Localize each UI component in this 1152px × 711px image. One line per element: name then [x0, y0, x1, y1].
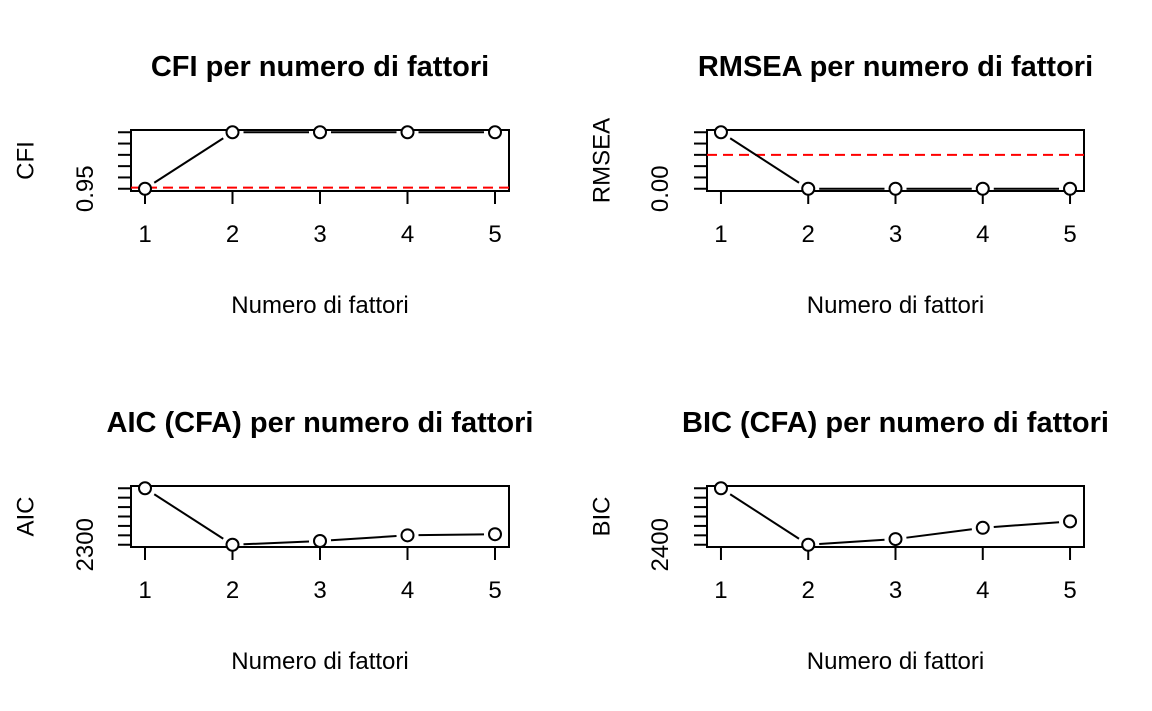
- x-axis-label: Numero di fattori: [807, 648, 984, 675]
- panel-cfi: CFI per numero di fattori Numero di fatt…: [12, 51, 510, 319]
- series-segment: [418, 533, 485, 537]
- data-point: [1063, 514, 1078, 529]
- y-axis-label: CFI: [12, 141, 39, 180]
- x-tick-label: 5: [1063, 577, 1076, 604]
- series-segment: [243, 540, 310, 546]
- x-axis-label: Numero di fattori: [231, 648, 408, 675]
- x-tick-label: 4: [976, 221, 989, 248]
- x-tick-label: 3: [313, 577, 326, 604]
- x-tick-label: 2: [802, 221, 815, 248]
- x-tick-label: 4: [976, 577, 989, 604]
- panel-aic: AIC (CFA) per numero di fattori Numero d…: [12, 407, 533, 675]
- series-segment: [729, 493, 800, 540]
- data-point: [713, 481, 728, 496]
- x-tick-label: 2: [226, 577, 239, 604]
- x-tick-label: 5: [488, 577, 501, 604]
- x-tick-label: 4: [401, 577, 414, 604]
- data-point: [225, 537, 240, 552]
- data-point: [801, 537, 816, 552]
- data-point: [313, 125, 327, 140]
- x-tick-label: 1: [714, 221, 727, 248]
- panel-title: BIC (CFA) per numero di fattori: [682, 407, 1109, 439]
- x-tick-label: 1: [138, 577, 151, 604]
- x-tick-label: 2: [802, 577, 815, 604]
- data-point: [138, 481, 152, 496]
- x-axis-label: Numero di fattori: [231, 292, 408, 319]
- x-tick-label: 5: [1063, 221, 1076, 248]
- y-axis-label: AIC: [12, 496, 39, 536]
- data-point: [975, 181, 990, 196]
- panel-title: RMSEA per numero di fattori: [698, 51, 1093, 83]
- x-tick-label: 1: [138, 221, 151, 248]
- data-point: [1063, 181, 1078, 196]
- y-tick-label: 2400: [647, 518, 674, 571]
- data-point: [225, 125, 240, 140]
- panel-title: AIC (CFA) per numero di fattori: [107, 407, 534, 439]
- y-tick-label: 2300: [72, 518, 99, 571]
- data-point: [888, 532, 903, 547]
- x-axis-label: Numero di fattori: [807, 292, 984, 319]
- x-tick-label: 3: [889, 577, 902, 604]
- data-point: [138, 181, 152, 196]
- data-point: [400, 528, 415, 543]
- data-point: [313, 533, 327, 548]
- x-tick-label: 4: [401, 221, 414, 248]
- data-point: [888, 181, 903, 196]
- y-tick-label: 0.00: [647, 165, 674, 212]
- panel-bic: BIC (CFA) per numero di fattori Numero d…: [588, 407, 1109, 675]
- series-segment: [153, 493, 224, 540]
- data-point: [488, 527, 502, 542]
- series-segment: [153, 137, 224, 184]
- series-segment: [993, 521, 1060, 528]
- series-segment: [819, 538, 885, 546]
- panel-title: CFI per numero di fattori: [151, 51, 489, 83]
- data-point: [801, 181, 816, 196]
- x-tick-label: 3: [313, 221, 326, 248]
- series-segment: [729, 137, 800, 184]
- data-point: [488, 125, 502, 140]
- series-segment: [330, 535, 397, 542]
- data-point: [975, 520, 990, 535]
- series-segment: [906, 528, 972, 539]
- x-tick-label: 2: [226, 221, 239, 248]
- data-point: [713, 125, 728, 140]
- x-tick-label: 1: [714, 577, 727, 604]
- y-axis-label: BIC: [588, 496, 615, 536]
- panel-rmsea: RMSEA per numero di fattori Numero di fa…: [588, 51, 1093, 319]
- x-tick-label: 5: [488, 221, 501, 248]
- y-axis-label: RMSEA: [588, 118, 615, 203]
- x-tick-label: 3: [889, 221, 902, 248]
- y-tick-label: 0.95: [72, 165, 99, 212]
- data-point: [400, 125, 415, 140]
